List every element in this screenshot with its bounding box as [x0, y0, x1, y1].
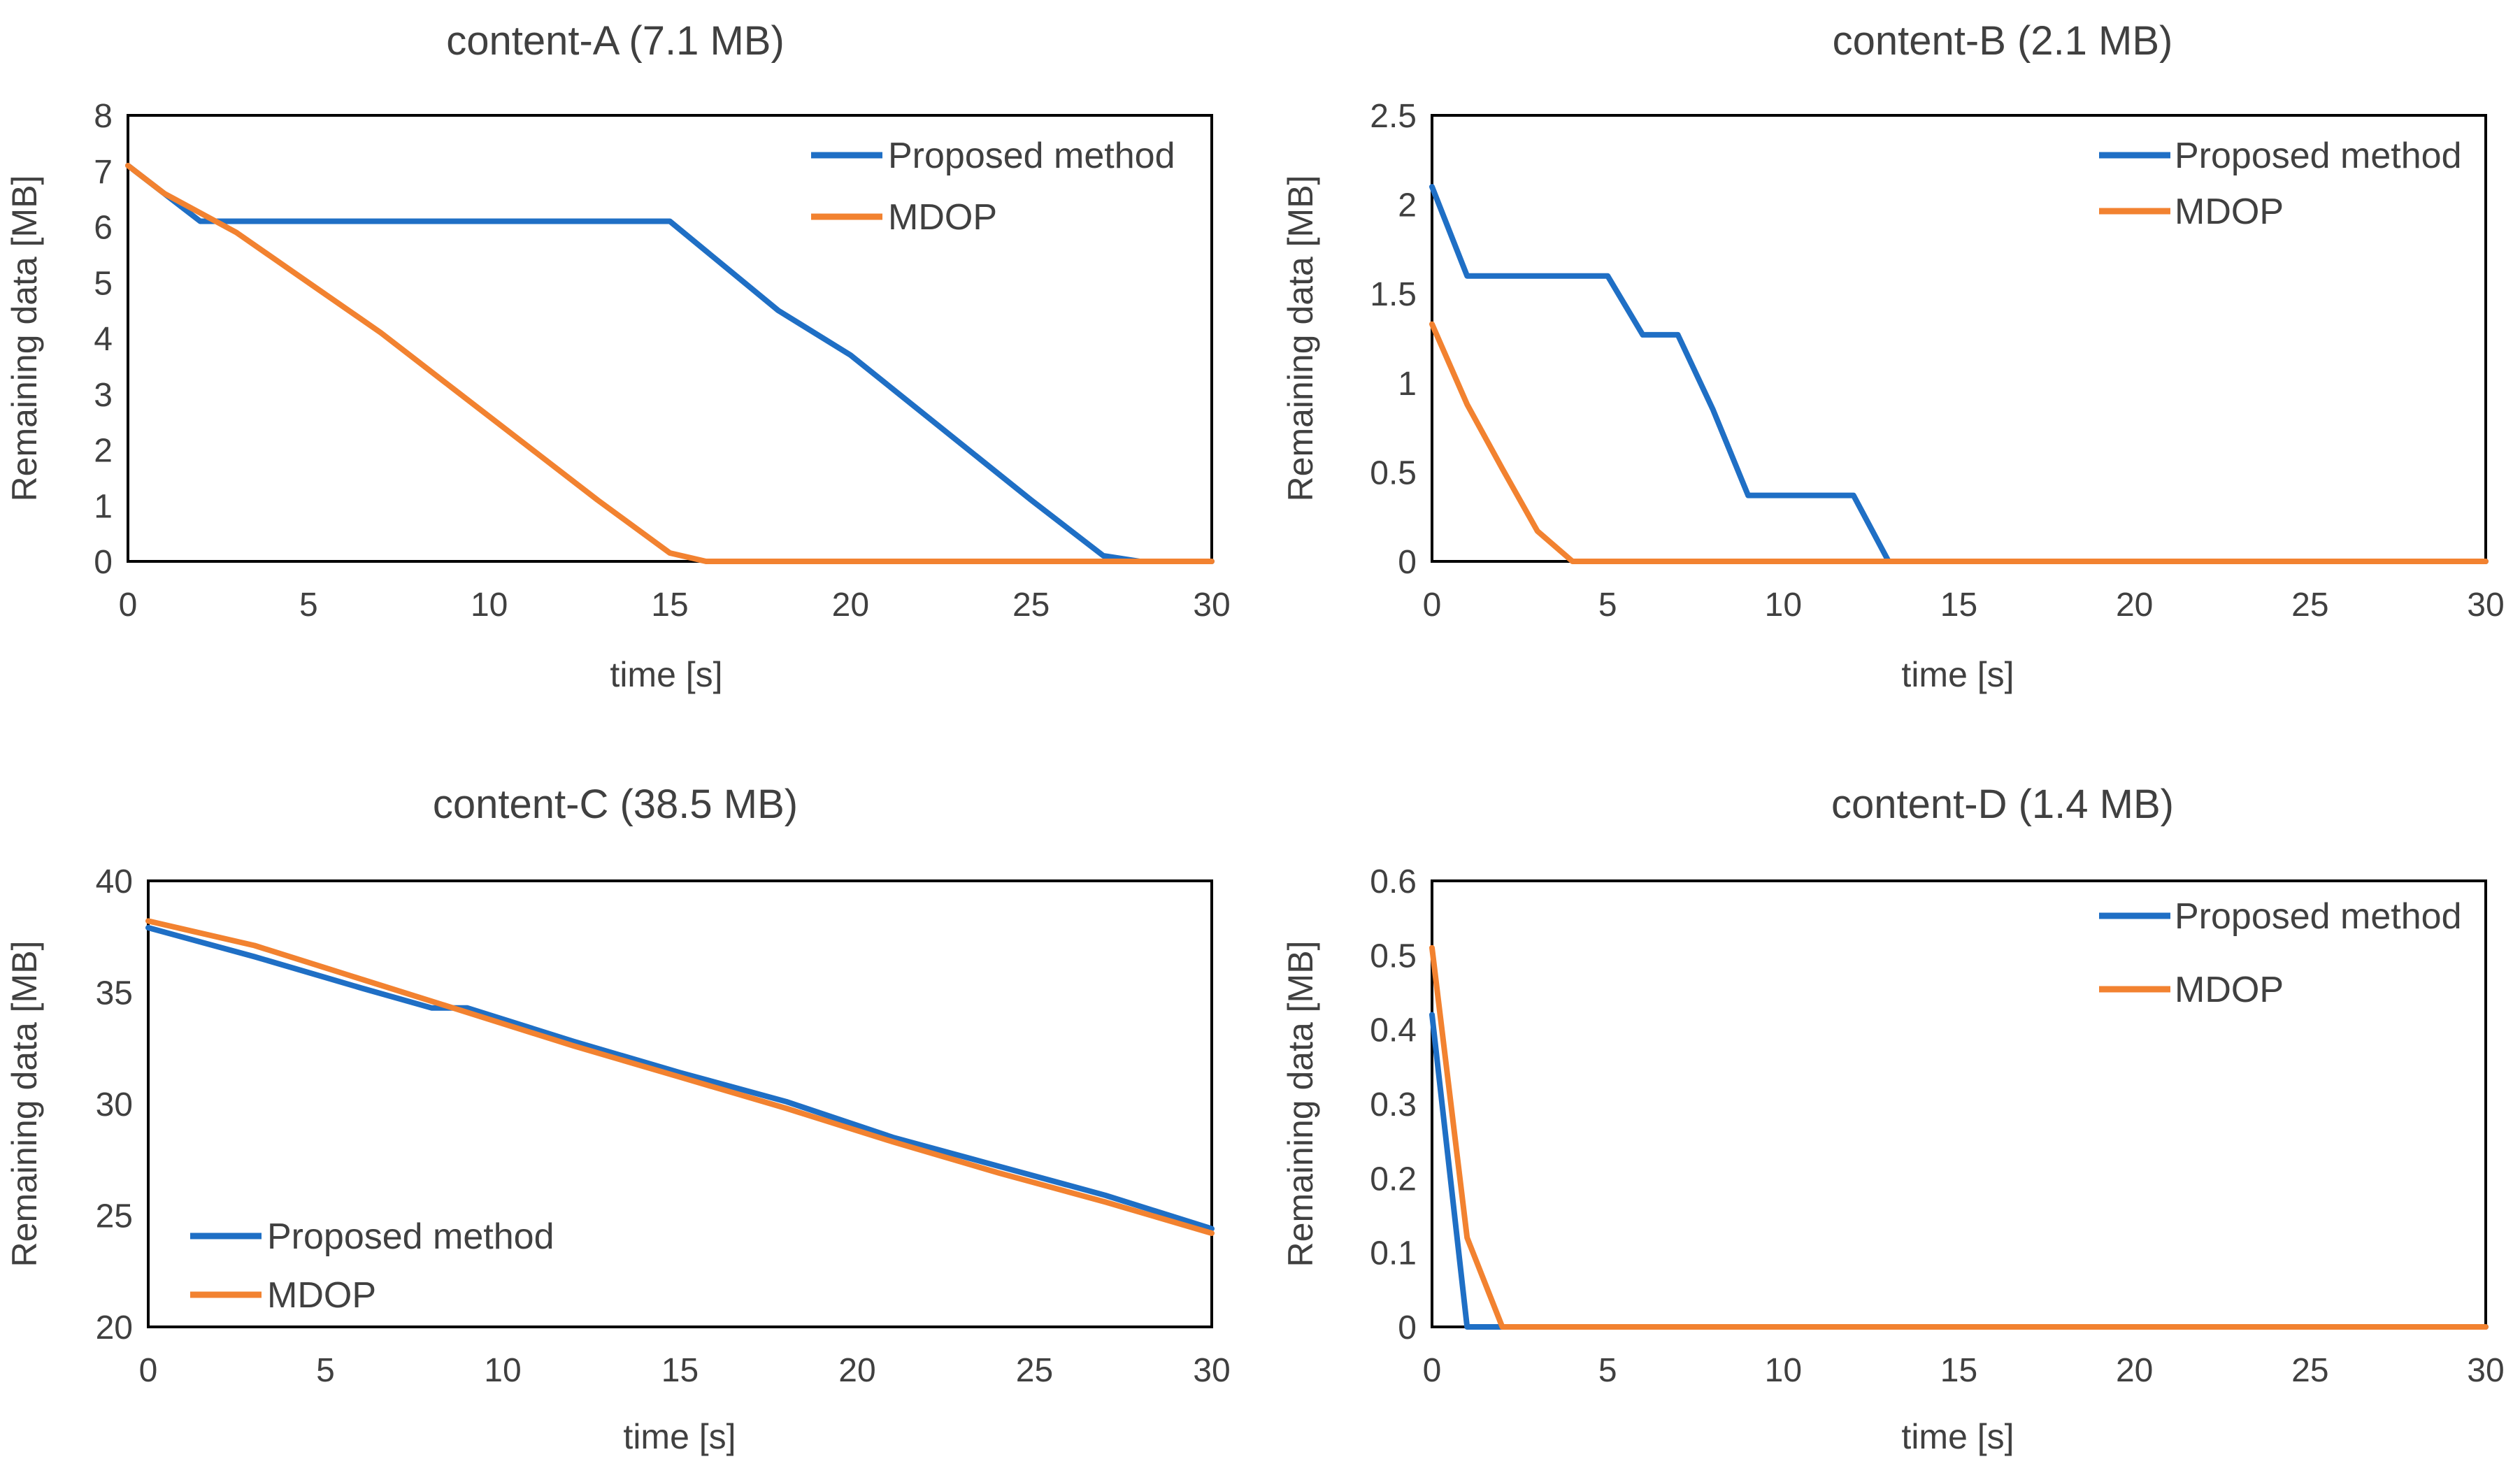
chart-panel-1: content-A (7.1 MB) 0 1 2 3 4 5 6 7 8 0 5 10 15 20 25 30 t… [5, 18, 1231, 694]
legend-label: MDOP [267, 1275, 376, 1316]
y-tick-label: 1 [1398, 366, 1417, 403]
x-tick-label: 0 [139, 1352, 158, 1389]
y-tick-label: 2.5 [1370, 98, 1417, 135]
series-line-proposed-method [1429, 1012, 2489, 1330]
legend: Proposed method MDOP [2099, 136, 2462, 232]
chart-panel-4: content-D (1.4 MB) 0 0.1 0.2 0.3 0.4 0.5 0.6 0 5 1… [1281, 782, 2505, 1456]
y-tick-label: 0.5 [1370, 937, 1417, 975]
y-tick-label: 1 [94, 488, 113, 525]
x-tick-label: 15 [651, 587, 688, 624]
y-tick-label: 30 [96, 1086, 133, 1123]
x-tick-label: 0 [1423, 1352, 1442, 1389]
y-tick-label: 8 [94, 98, 113, 135]
x-tick-label: 5 [1598, 587, 1617, 624]
y-tick-label: 4 [94, 321, 113, 358]
y-tick-label: 25 [96, 1198, 133, 1235]
y-tick-label: 3 [94, 377, 113, 414]
legend: Proposed method MDOP [2099, 896, 2462, 1010]
chart-panel-3: content-C (38.5 MB) 20 25 30 35 40 0 5 10 15 20 25 3… [5, 782, 1231, 1456]
y-axis-label: Remaining data [MB] [1281, 175, 1320, 502]
x-tick-label: 25 [2291, 587, 2328, 624]
x-tick-label: 10 [1765, 1352, 1802, 1389]
y-tick-label: 0 [1398, 1309, 1417, 1346]
x-tick-label: 20 [832, 587, 869, 624]
y-tick-label: 1.5 [1370, 276, 1417, 313]
x-tick-label: 30 [2467, 587, 2504, 624]
y-tick-label: 2 [1398, 187, 1417, 224]
chart-title: content-A (7.1 MB) [446, 18, 785, 64]
series-line-proposed-method [1429, 184, 2489, 564]
x-axis-label: time [s] [1901, 1417, 2014, 1456]
series-line-proposed-method [125, 162, 1215, 564]
series-line-proposed-method [145, 925, 1215, 1232]
x-tick-label: 20 [838, 1352, 875, 1389]
chart-panel-2: content-B (2.1 MB) 0 0.5 1 1.5 2 2.5 0 5 10 15 20 25… [1281, 18, 2505, 694]
x-tick-label: 30 [2467, 1352, 2504, 1389]
x-tick-label: 0 [1423, 587, 1442, 624]
x-tick-label: 25 [1016, 1352, 1053, 1389]
y-tick-label: 5 [94, 265, 113, 302]
x-tick-label: 5 [1598, 1352, 1617, 1389]
y-tick-label: 0.2 [1370, 1161, 1417, 1198]
plot-area-frame [1431, 114, 2487, 563]
y-tick-label: 0.4 [1370, 1012, 1417, 1049]
legend-label: Proposed method [2175, 136, 2462, 176]
x-tick-label: 20 [2116, 587, 2153, 624]
chart-title: content-D (1.4 MB) [1831, 782, 2174, 827]
x-tick-label: 20 [2116, 1352, 2153, 1389]
x-tick-label: 30 [1193, 1352, 1230, 1389]
x-tick-label: 15 [661, 1352, 699, 1389]
y-tick-label: 2 [94, 433, 113, 470]
legend-label: MDOP [2175, 970, 2284, 1010]
legend-label: Proposed method [267, 1216, 554, 1257]
plot-area-frame [147, 879, 1213, 1328]
y-tick-label: 40 [96, 863, 133, 900]
y-tick-label: 7 [94, 154, 113, 191]
y-tick-label: 0.3 [1370, 1086, 1417, 1123]
x-tick-label: 0 [119, 587, 138, 624]
y-tick-label: 0 [1398, 544, 1417, 581]
x-tick-label: 10 [484, 1352, 521, 1389]
y-tick-label: 0.6 [1370, 863, 1417, 900]
x-tick-label: 25 [2291, 1352, 2328, 1389]
x-tick-label: 25 [1012, 587, 1050, 624]
y-tick-label: 6 [94, 210, 113, 247]
chart-title: content-B (2.1 MB) [1833, 18, 2173, 64]
plot-area-frame [1431, 879, 2487, 1328]
y-axis-label: Remaining data [MB] [5, 941, 44, 1267]
y-tick-label: 20 [96, 1309, 133, 1346]
legend-label: MDOP [888, 197, 997, 238]
y-tick-label: 0 [94, 544, 113, 581]
plot-area-frame [127, 114, 1213, 563]
y-axis-label: Remaining data [MB] [5, 175, 44, 502]
x-tick-label: 15 [1940, 1352, 1977, 1389]
series-line-mdop [125, 162, 1215, 564]
y-tick-label: 0.5 [1370, 454, 1417, 491]
x-tick-label: 30 [1193, 587, 1230, 624]
legend-label: Proposed method [888, 136, 1175, 176]
chart-title: content-C (38.5 MB) [433, 782, 798, 827]
legend-label: Proposed method [2175, 896, 2462, 937]
x-tick-label: 15 [1940, 587, 1977, 624]
legend: Proposed method MDOP [190, 1216, 554, 1316]
y-tick-label: 0.1 [1370, 1235, 1417, 1272]
x-tick-label: 5 [299, 587, 318, 624]
y-axis-label: Remaining data [MB] [1281, 941, 1320, 1267]
x-axis-label: time [s] [610, 655, 722, 694]
x-tick-label: 10 [1765, 587, 1802, 624]
series-line-mdop [1429, 321, 2489, 564]
series-line-mdop [145, 918, 1215, 1236]
x-axis-label: time [s] [623, 1417, 736, 1456]
x-tick-label: 5 [316, 1352, 335, 1389]
series-line-mdop [1429, 944, 2489, 1330]
legend-label: MDOP [2175, 192, 2284, 232]
x-tick-label: 10 [471, 587, 508, 624]
y-tick-label: 35 [96, 975, 133, 1012]
legend: Proposed method MDOP [811, 136, 1175, 238]
x-axis-label: time [s] [1901, 655, 2014, 694]
